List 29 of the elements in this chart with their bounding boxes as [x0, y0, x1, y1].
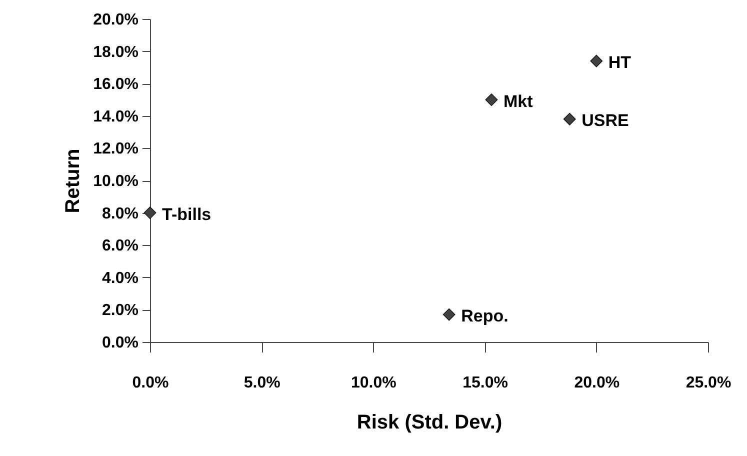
- y-tick-label: 4.0%: [102, 270, 138, 287]
- y-tick-label: 20.0%: [93, 12, 138, 28]
- x-tick-label: 20.0%: [574, 374, 620, 392]
- x-tick-label: 25.0%: [686, 374, 732, 392]
- x-tick-label: 5.0%: [244, 374, 280, 392]
- annotation: HT: [608, 52, 632, 72]
- point: [563, 112, 576, 126]
- annotation: Repo.: [461, 306, 508, 326]
- annotation: USRE: [582, 111, 629, 130]
- x-tick-label: 0.0%: [132, 374, 169, 392]
- point: [485, 94, 498, 106]
- annotation: Mkt: [503, 92, 534, 111]
- annotation: T-bills: [162, 204, 212, 224]
- point: [442, 308, 456, 321]
- y-tick-label: 18.0%: [93, 44, 138, 61]
- point: [144, 206, 156, 220]
- y-tick-label: 0.0%: [102, 334, 138, 352]
- x-tick-label: 15.0%: [462, 374, 508, 392]
- y-tick-label: 2.0%: [102, 302, 138, 320]
- y-tick-label: 12.0%: [93, 140, 138, 158]
- y-axis-title: Return: [62, 148, 84, 214]
- y-tick-label: 10.0%: [93, 173, 138, 190]
- point: [590, 54, 603, 68]
- y-tick-label: 6.0%: [102, 238, 138, 255]
- x-axis-title: Risk (Std. Dev.): [356, 412, 502, 434]
- y-tick-label: 16.0%: [93, 76, 138, 94]
- x-tick-label: 10.0%: [351, 374, 396, 392]
- y-tick-label: 14.0%: [93, 108, 138, 126]
- y-tick-label: 8.0%: [102, 205, 138, 222]
